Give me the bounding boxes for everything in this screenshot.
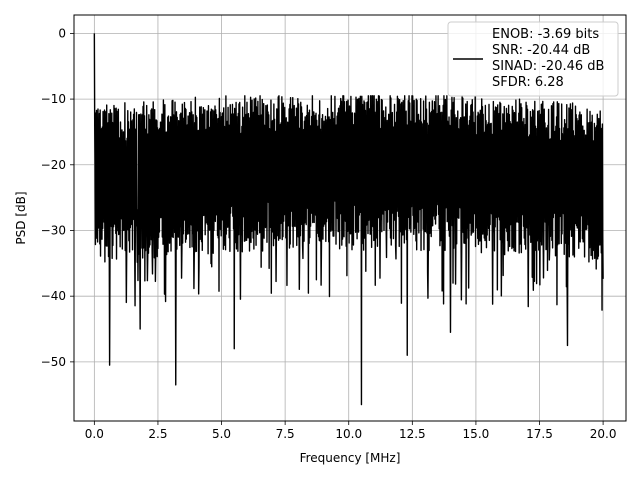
x-tick-label: 12.5 [399,427,426,441]
legend-sfdr: SFDR: 6.28 [492,75,564,90]
x-tick-label: 10.0 [335,427,362,441]
y-tick-label: −20 [41,158,66,172]
y-axis-ticks: 0 −10 −20 −30 −40 −50 [41,26,74,369]
x-axis-ticks: 0.0 2.5 5.0 7.5 10.0 12.5 15.0 17.5 20.0 [85,421,617,441]
axes-frame [73,14,627,422]
plot-area [93,33,604,406]
y-tick-label: −10 [41,92,66,106]
psd-series-line [93,33,604,406]
y-tick-label: −40 [41,289,66,303]
y-tick-label: −50 [41,355,66,369]
legend: ENOB: -3.69 bits SNR: -20.44 dB SINAD: -… [447,21,619,97]
x-tick-label: 2.5 [148,427,167,441]
y-axis-label: PSD [dB] [14,191,28,244]
legend-box [447,21,619,97]
y-tick-label: 0 [58,26,66,40]
x-tick-label: 0.0 [85,427,104,441]
x-tick-label: 20.0 [590,427,617,441]
x-tick-label: 5.0 [212,427,231,441]
x-tick-label: 17.5 [526,427,553,441]
legend-sinad: SINAD: -20.46 dB [492,59,604,74]
x-tick-label: 15.0 [463,427,490,441]
x-tick-label: 7.5 [276,427,295,441]
y-tick-label: −30 [41,223,66,237]
x-axis-label: Frequency [MHz] [300,451,401,465]
legend-snr: SNR: -20.44 dB [492,43,590,58]
legend-enob: ENOB: -3.69 bits [492,27,599,42]
